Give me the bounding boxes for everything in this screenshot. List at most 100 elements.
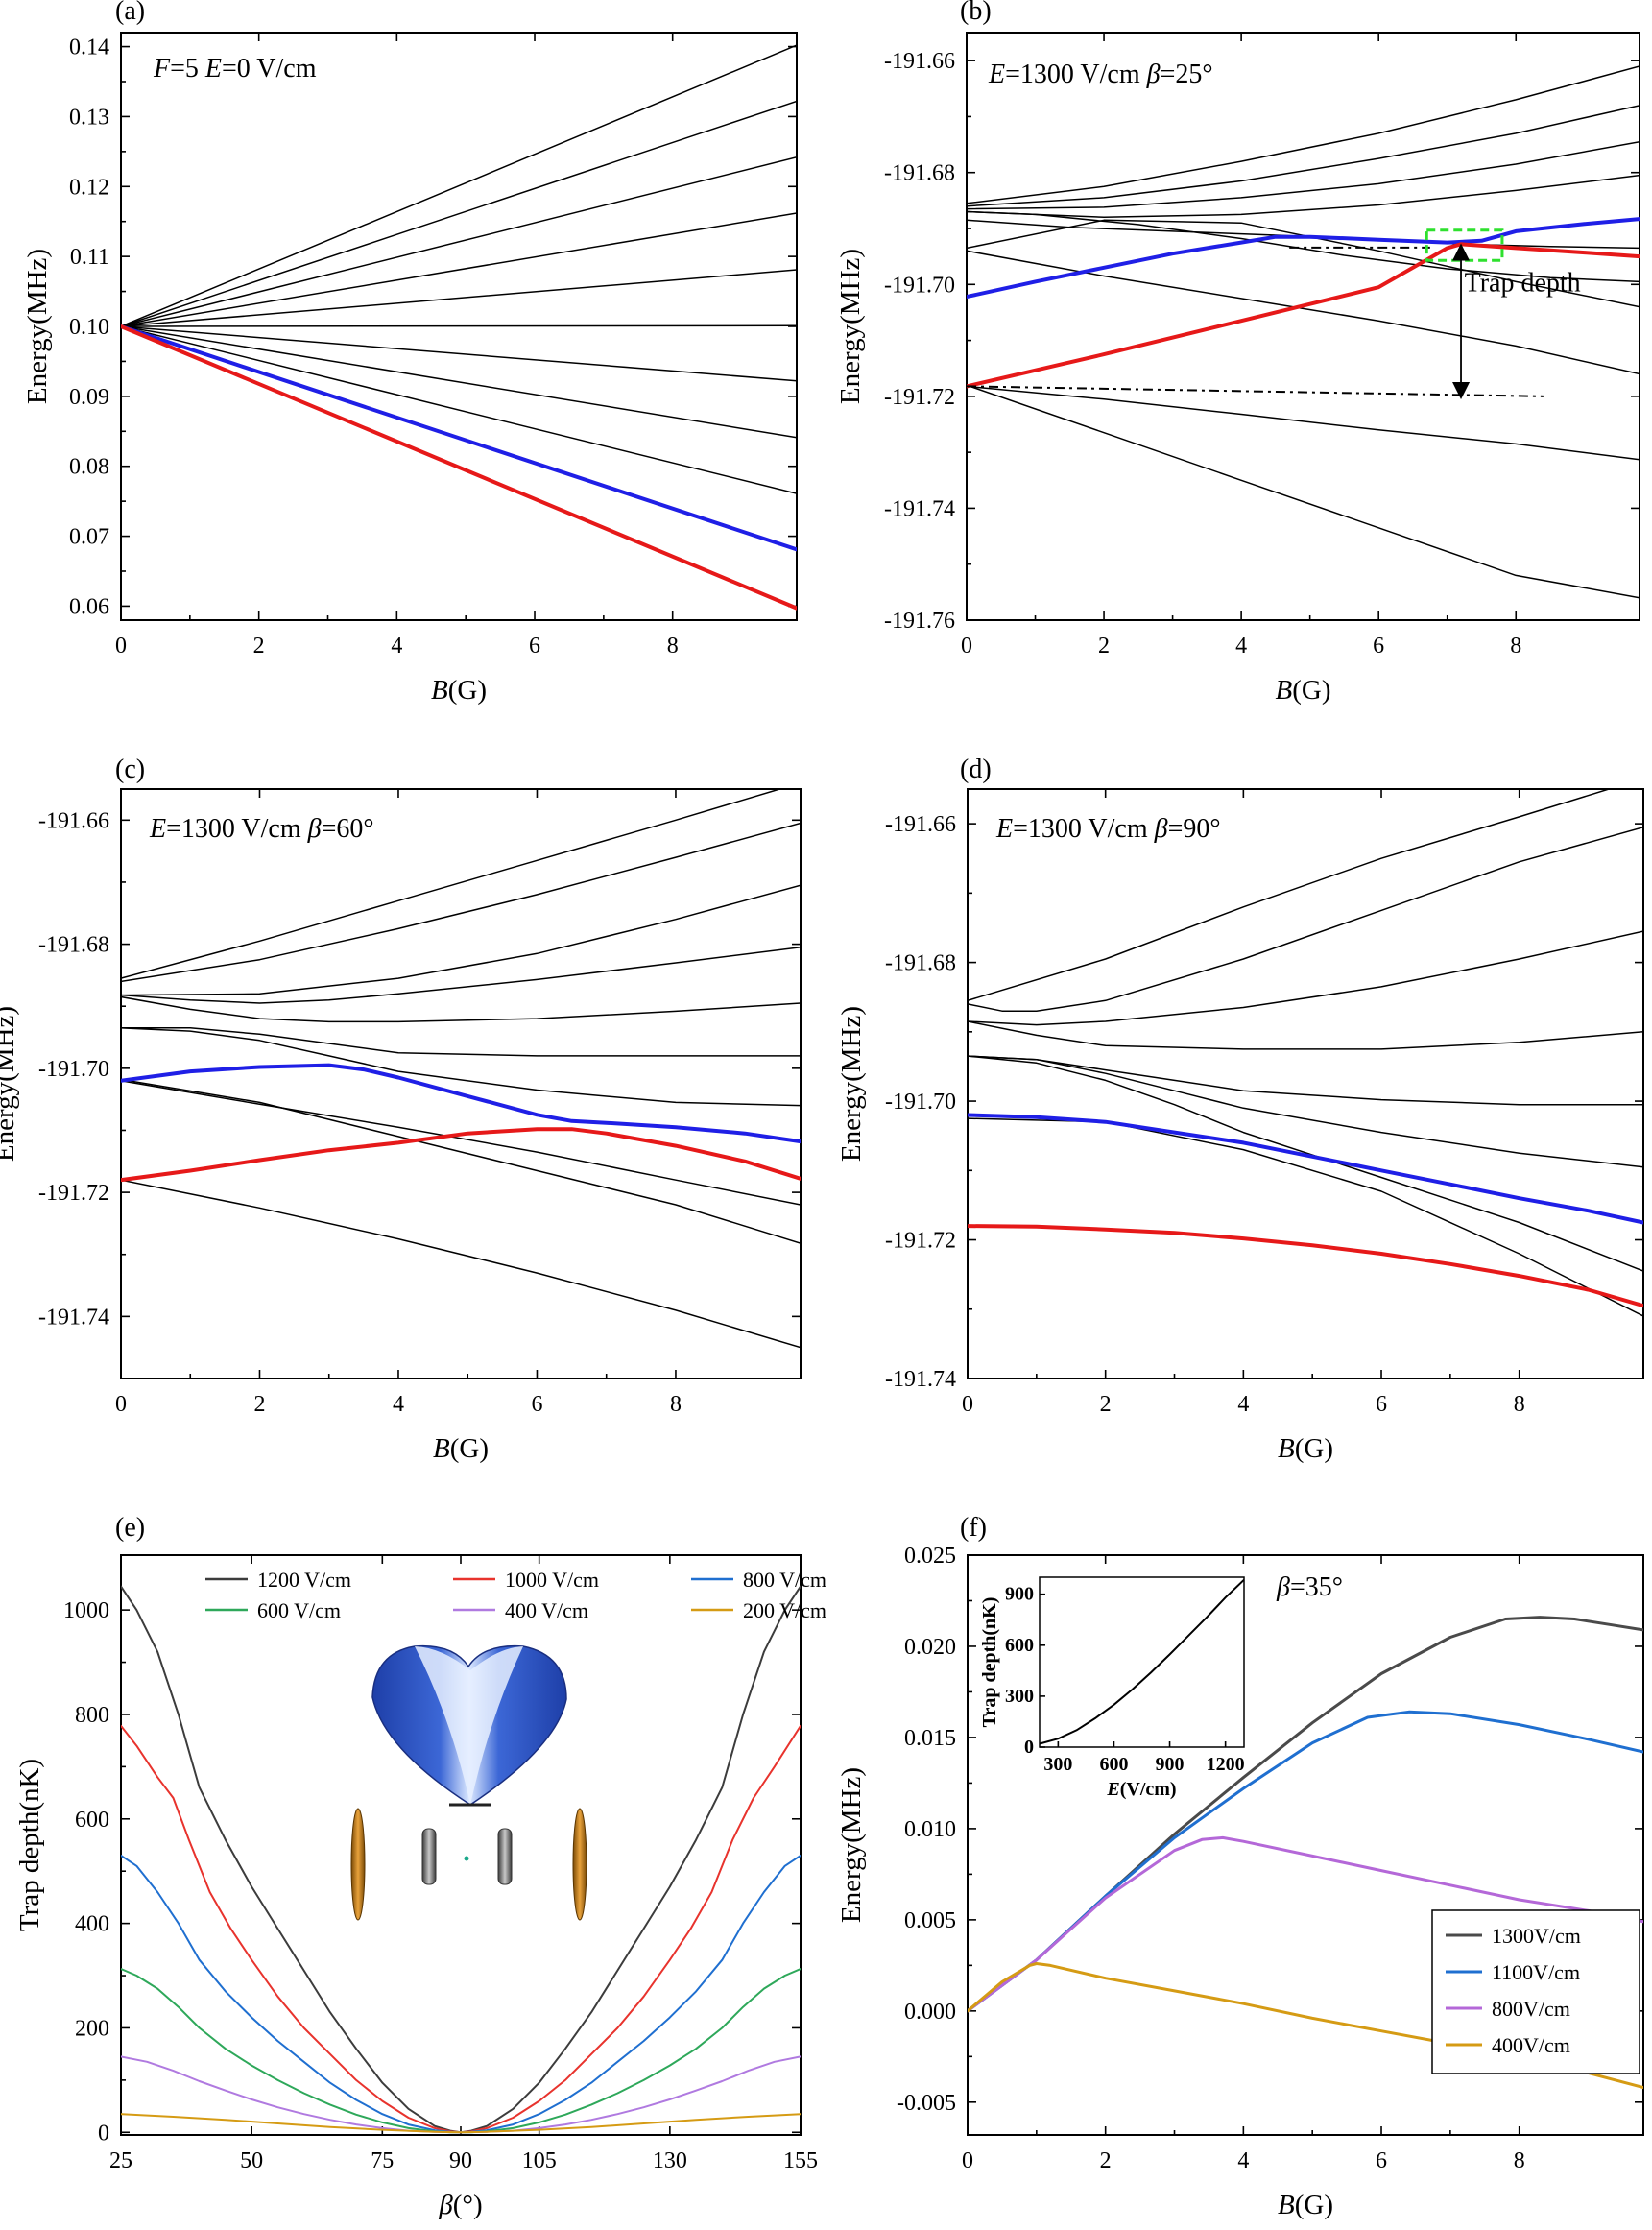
series-group xyxy=(121,44,797,611)
series-line-5 xyxy=(121,269,797,327)
series-line-1 xyxy=(121,44,797,327)
series-line-9 xyxy=(121,325,797,494)
series-line-7 xyxy=(968,1055,1643,1272)
legend-label: 800 V/cm xyxy=(743,1568,826,1592)
plot-frame xyxy=(967,1554,1644,2136)
x-tick-label: 8 xyxy=(670,1392,682,1417)
y-tick-label: 0.12 xyxy=(69,175,109,200)
series-line-8 xyxy=(968,1117,1643,1317)
series-line-10 xyxy=(121,1179,801,1349)
series-group xyxy=(121,1585,801,2134)
x-tick-label: 6 xyxy=(1376,2148,1387,2173)
series-group xyxy=(968,789,1643,1317)
trap-geometry-illustration xyxy=(350,1644,587,1921)
y-tick-label: 0.13 xyxy=(69,105,109,130)
legend-label: 1100V/cm xyxy=(1492,1960,1580,1984)
y-tick-label: 200 xyxy=(75,2016,109,2041)
series-line-8 xyxy=(121,325,797,439)
panel-annotation: E=1300 V/cm β=60° xyxy=(149,814,374,844)
y-tick-label: 1000 xyxy=(63,1598,109,1623)
y-tick-label: -191.72 xyxy=(885,1229,956,1254)
panel-annotation: E=1300 V/cm β=25° xyxy=(988,60,1213,89)
x-tick-label: 8 xyxy=(667,634,679,659)
panel-annotation: F=5 E=0 V/cm xyxy=(153,54,317,84)
x-tick-label: 6 xyxy=(1373,634,1384,659)
inset-y-tick-label: 300 xyxy=(1005,1686,1034,1707)
x-tick-label: 105 xyxy=(522,2148,557,2173)
y-tick-label: 0.020 xyxy=(904,1635,956,1660)
y-axis-title: Energy(MHz) xyxy=(22,249,53,404)
panel-label: (a) xyxy=(115,0,145,26)
panel-label: (b) xyxy=(960,0,992,26)
series-line-7 xyxy=(121,325,797,382)
x-tick-label: 8 xyxy=(1514,1392,1525,1417)
y-tick-label: -191.72 xyxy=(38,1181,109,1206)
series-line-3 xyxy=(968,1835,1643,2013)
x-axis-title: β(°) xyxy=(438,2190,482,2220)
y-tick-label: -191.72 xyxy=(884,385,955,410)
series-line-4 xyxy=(121,947,801,1004)
series-line-11 xyxy=(121,1063,801,1144)
y-tick-label: -191.68 xyxy=(38,933,109,958)
y-tick-label: -191.74 xyxy=(884,496,955,521)
x-tick-label: 2 xyxy=(1098,634,1110,659)
lower-reference-line xyxy=(966,385,1544,397)
y-tick-label: -191.68 xyxy=(885,951,956,976)
x-tick-label: 6 xyxy=(531,1392,542,1417)
panel-a: (a) 0 2 4 6 8 0.06 0.07 0.08 0.09 0.10 0.11 0.12 0.13… xyxy=(22,0,798,706)
legend-label: 1200 V/cm xyxy=(257,1568,351,1592)
series-line-10 xyxy=(967,384,1640,599)
x-tick-label: 90 xyxy=(449,2148,472,2173)
inset-x-tick-label: 900 xyxy=(1156,1754,1185,1775)
plot-frame xyxy=(966,32,1640,621)
x-axis-title: B(G) xyxy=(433,1433,489,1464)
x-tick-label: 130 xyxy=(653,2148,687,2173)
legend-label: 400V/cm xyxy=(1492,2033,1570,2057)
series-line-3 xyxy=(968,930,1643,1026)
series-line-5 xyxy=(121,995,801,1023)
inset-series-line xyxy=(1039,1578,1245,1745)
x-tick-label: 2 xyxy=(1100,2148,1112,2173)
series-line-2 xyxy=(121,822,801,983)
series-group xyxy=(967,65,1640,599)
inset-y-tick-label: 0 xyxy=(1024,1737,1034,1758)
legend-label: 1000 V/cm xyxy=(505,1568,599,1592)
series-line-9 xyxy=(121,1078,801,1244)
inset-chart: 300 600 900 1200 0 300 600 900 E(V/cm) Trap depth… xyxy=(979,1576,1245,1800)
x-axis-title: B(G) xyxy=(1278,1433,1333,1464)
y-tick-label: 0.010 xyxy=(904,1817,956,1842)
y-tick-label: -191.70 xyxy=(885,1090,956,1115)
legend-label: 1300V/cm xyxy=(1492,1924,1581,1948)
series-line-6 xyxy=(121,2113,801,2134)
x-tick-label: 25 xyxy=(109,2148,132,2173)
x-axis-title: B(G) xyxy=(431,675,487,706)
y-tick-label: 0.14 xyxy=(69,36,109,60)
series-line-2 xyxy=(121,100,797,327)
y-tick-label: 0.08 xyxy=(69,455,109,480)
y-tick-label: -191.74 xyxy=(38,1305,109,1330)
trap-depth-label: Trap depth xyxy=(1465,268,1581,298)
panel-d: (d) 0 2 4 6 8 -191.74 -191.72 -191.70 -191.68 -191… xyxy=(836,755,1644,1464)
series-line-4 xyxy=(121,1968,801,2134)
series-group xyxy=(121,789,801,1349)
inset-y-tick-label: 900 xyxy=(1005,1584,1034,1605)
x-tick-label: 2 xyxy=(253,1392,265,1417)
series-line-11 xyxy=(967,217,1640,300)
y-tick-label: -191.74 xyxy=(885,1367,956,1392)
y-tick-label: -191.66 xyxy=(38,808,109,833)
panel-e: (e) 25 50 75 90 105 130 155 0 200 400 600 800 1000 β(°… xyxy=(14,1513,826,2220)
x-tick-label: 8 xyxy=(1514,2148,1525,2173)
x-tick-label: 8 xyxy=(1510,634,1521,659)
x-tick-label: 4 xyxy=(1237,2148,1249,2173)
series-line-1 xyxy=(968,789,1610,1002)
x-axis-title: B(G) xyxy=(1276,675,1331,706)
series-line-3 xyxy=(967,140,1640,210)
legend-label: 400 V/cm xyxy=(505,1598,588,1622)
x-tick-label: 0 xyxy=(962,2148,973,2173)
inset-y-axis-title: Trap depth(nK) xyxy=(979,1597,1000,1728)
x-tick-label: 6 xyxy=(529,634,540,659)
inset-frame xyxy=(1039,1576,1245,1748)
series-line-8 xyxy=(121,1080,801,1206)
legend-box xyxy=(1431,1909,1640,2074)
